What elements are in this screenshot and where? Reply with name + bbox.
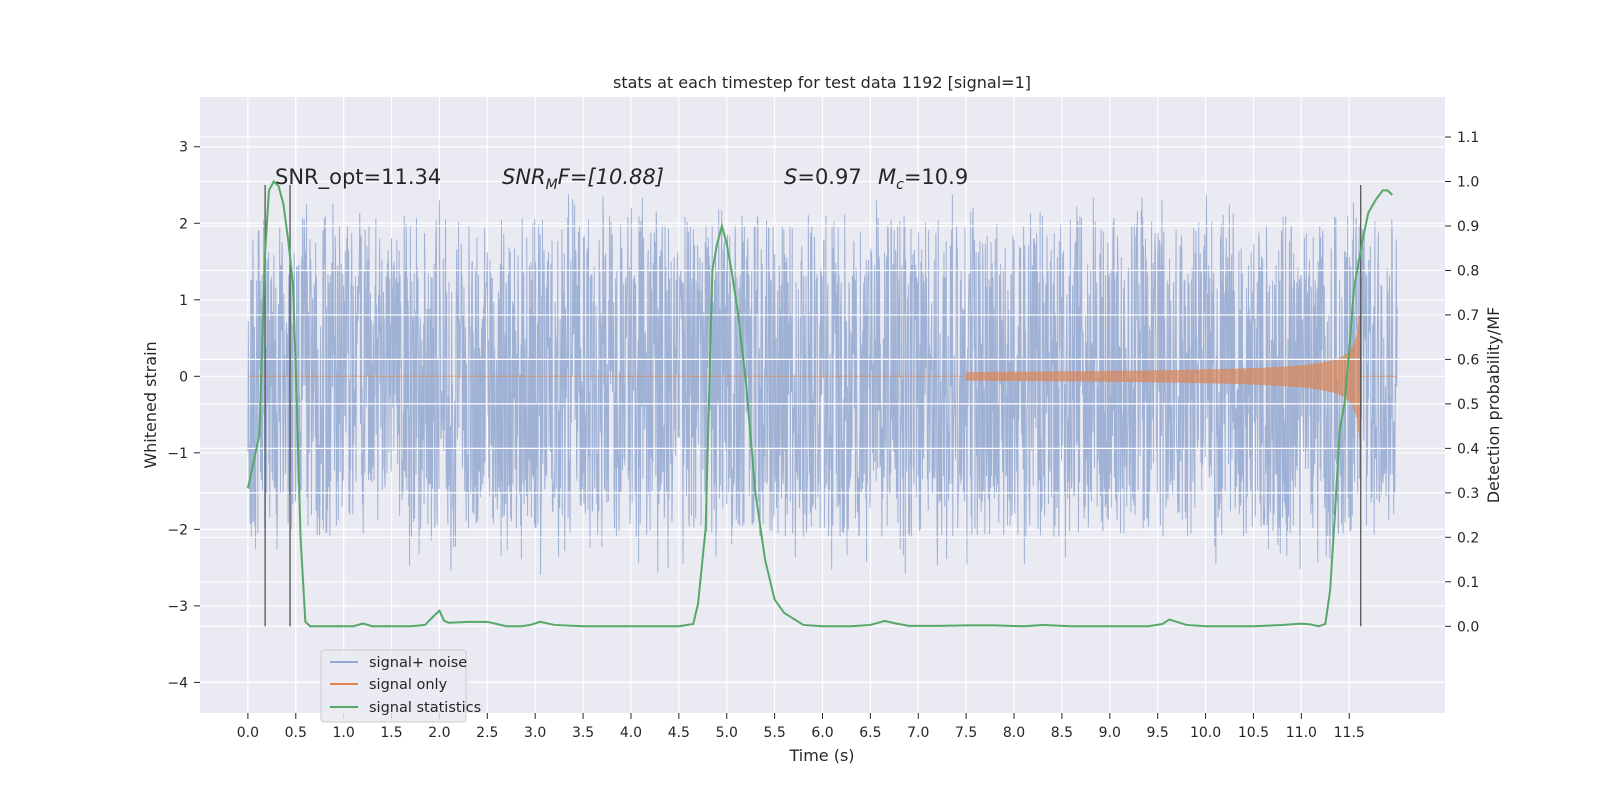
x-tick-label: 7.0: [907, 725, 929, 741]
y2-tick-label: 0.4: [1457, 441, 1479, 457]
annotation-snr-mf-rest: F=[10.88]: [558, 165, 664, 189]
y2-tick-label: 0.0: [1457, 619, 1479, 635]
y2-tick-label: 0.5: [1457, 397, 1479, 413]
legend-label-signal-noise: signal+ noise: [369, 655, 467, 671]
y2-tick-label: 0.6: [1457, 352, 1479, 368]
y-tick-label: −3: [167, 599, 188, 615]
y2-tick-label: 0.2: [1457, 530, 1479, 546]
annotation-mc: Mc=10.9: [878, 165, 968, 193]
annotation-s-name: S: [784, 165, 797, 189]
legend-box: [320, 649, 467, 723]
x-tick-label: 11.0: [1286, 725, 1317, 741]
x-tick-label: 2.5: [476, 725, 498, 741]
chart-title: stats at each timestep for test data 119…: [613, 73, 1031, 92]
y2-tick-label: 0.8: [1457, 263, 1479, 279]
annotation-snr-opt: SNR_opt=11.34: [275, 165, 441, 190]
x-tick-label: 5.5: [763, 725, 785, 741]
x-tick-label: 3.5: [572, 725, 594, 741]
legend-label-signal-statistics: signal statistics: [369, 700, 481, 716]
x-tick-label: 9.5: [1147, 725, 1169, 741]
x-tick-label: 3.0: [524, 725, 546, 741]
x-axis-ticks: 0.0 0.5 1.0 1.5 2.0 2.5 3.0 3.5 4.0 4.5 5.0 5.5 6.0 6…: [237, 713, 1365, 741]
annotation-snr-mf-sub: M: [546, 177, 558, 193]
x-tick-label: 6.0: [811, 725, 833, 741]
y2-tick-label: 1.0: [1457, 175, 1479, 191]
annotation-snr-mf: SNRMF=[10.88]: [502, 165, 664, 193]
x-tick-label: 4.5: [668, 725, 690, 741]
x-tick-label: 8.0: [1003, 725, 1025, 741]
x-tick-label: 1.5: [380, 725, 402, 741]
series-signal-only-line: [247, 314, 1398, 439]
series-signal-statistics-line: [246, 179, 1394, 628]
series-signal-noise-line: [247, 194, 1398, 575]
x-tick-label: 0.5: [285, 725, 307, 741]
x-tick-label: 10.5: [1238, 725, 1269, 741]
annotation-mc-sub: c: [896, 177, 904, 193]
y-tick-label: −2: [167, 522, 188, 538]
y2-axis-ticks: 1.1 1.0 0.9 0.8 0.7 0.6 0.5 0.4 0.3 0.2 0.1 0.0: [1445, 130, 1479, 635]
y-axis-ticks: 3 2 1 0 −1 −2 −3 −4: [167, 140, 200, 691]
x-tick-label: 10.0: [1190, 725, 1221, 741]
x-tick-label: 4.0: [620, 725, 642, 741]
annotation-snr-mf-base: SNR: [502, 165, 546, 189]
y2-gridlines: [200, 136, 1445, 627]
annotation-mc-base: M: [878, 165, 896, 189]
x-tick-label: 11.5: [1334, 725, 1365, 741]
annotation-s-value: =0.97: [797, 165, 861, 189]
x-axis-label: Time (s): [788, 746, 854, 765]
x-tick-label: 7.5: [955, 725, 977, 741]
y2-tick-label: 0.3: [1457, 486, 1479, 502]
y2-tick-label: 1.1: [1457, 130, 1479, 146]
legend-label-signal-only: signal only: [369, 677, 448, 693]
y-axis-label: Whitened strain: [141, 341, 160, 468]
y-tick-label: 3: [179, 140, 188, 156]
y2-tick-label: 0.1: [1457, 575, 1479, 591]
y-tick-label: −4: [167, 675, 188, 691]
y-tick-label: 2: [179, 216, 188, 232]
annotation-s: S=0.97: [784, 165, 862, 189]
y2-tick-label: 0.7: [1457, 308, 1479, 324]
annotation-mc-value: =10.9: [904, 165, 968, 189]
x-tick-label: 1.0: [333, 725, 355, 741]
x-tick-label: 2.0: [428, 725, 450, 741]
x-tick-label: 6.5: [859, 725, 881, 741]
legend: signal+ noise signal only signal statist…: [320, 649, 481, 723]
x-tick-label: 5.0: [716, 725, 738, 741]
y2-axis-label: Detection probability/MF: [1484, 307, 1503, 504]
y-tick-label: 1: [179, 293, 188, 309]
x-tick-label: 9.0: [1099, 725, 1121, 741]
x-tick-label: 8.5: [1051, 725, 1073, 741]
x-tick-label: 0.0: [237, 725, 259, 741]
y2-tick-label: 0.9: [1457, 219, 1479, 235]
y-tick-label: 0: [179, 369, 188, 385]
y-tick-label: −1: [167, 446, 188, 462]
